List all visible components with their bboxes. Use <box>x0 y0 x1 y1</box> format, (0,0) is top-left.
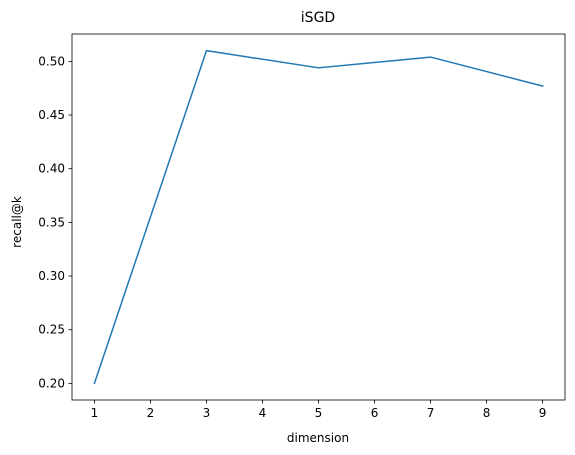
y-tick-label: 0.50 <box>38 54 65 68</box>
y-tick-label: 0.45 <box>38 108 65 122</box>
y-tick-label: 0.40 <box>38 162 65 176</box>
y-tick-label: 0.30 <box>38 269 65 283</box>
y-tick-label: 0.35 <box>38 215 65 229</box>
x-tick-label: 5 <box>315 406 323 420</box>
x-tick-label: 6 <box>371 406 379 420</box>
series-line-0 <box>93 49 544 385</box>
x-tick-label: 8 <box>483 406 491 420</box>
x-tick-label: 3 <box>203 406 211 420</box>
x-tick-label: 9 <box>539 406 547 420</box>
x-tick-label: 7 <box>427 406 435 420</box>
chart-title: iSGD <box>301 10 335 26</box>
y-tick-label: 0.20 <box>38 376 65 390</box>
x-tick-label: 2 <box>147 406 155 420</box>
y-tick-label: 0.25 <box>38 323 65 337</box>
x-axis-label: dimension <box>287 431 349 445</box>
y-axis-label: recall@k <box>10 196 24 248</box>
x-tick-label: 1 <box>91 406 99 420</box>
tick-layer: 1 2 3 4 5 6 7 8 9 0.20 0.25 0.30 0.35 0.40 0.45 0.50 <box>38 54 546 420</box>
x-tick-label: 4 <box>259 406 267 420</box>
